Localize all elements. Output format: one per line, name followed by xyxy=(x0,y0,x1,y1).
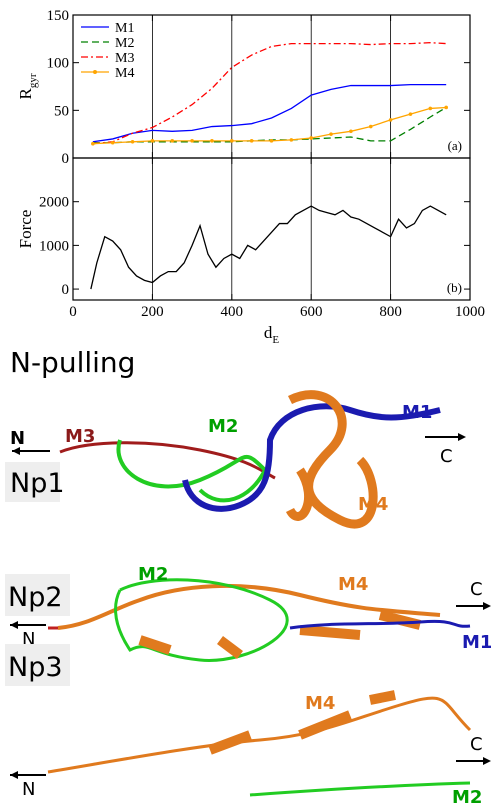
terminus-label: N xyxy=(10,428,25,449)
module-label: M3 xyxy=(65,426,95,447)
point xyxy=(269,139,274,143)
strand xyxy=(182,403,441,512)
legend-item: M3 xyxy=(81,51,134,66)
point xyxy=(110,140,115,145)
panel-name: Np1 xyxy=(10,468,65,499)
y-tick-label: 0 xyxy=(62,282,70,298)
legend-item: M1 xyxy=(81,21,134,36)
x-axis-label: dE xyxy=(264,323,280,346)
panel-label: (b) xyxy=(447,280,462,295)
y-tick-label: 100 xyxy=(47,56,70,72)
legend-label: M1 xyxy=(115,21,134,36)
series-line xyxy=(92,106,447,145)
strand xyxy=(59,441,276,480)
arrowhead xyxy=(483,602,491,610)
panel-label: (a) xyxy=(448,138,462,153)
terminus-label: C xyxy=(440,446,453,467)
legend-marker xyxy=(93,70,97,74)
structure-np1: Np1 N M3 M2 M1 M4 C xyxy=(5,390,466,529)
label-bg xyxy=(5,462,60,502)
strand xyxy=(285,390,378,529)
x-tick-label: 0 xyxy=(69,304,77,320)
module-label: M1 xyxy=(462,632,491,653)
x-axis-label-sub: E xyxy=(272,334,279,346)
series-line xyxy=(90,205,447,290)
point xyxy=(150,139,155,143)
module-label: M2 xyxy=(208,416,238,437)
arrowhead xyxy=(483,757,491,765)
point xyxy=(91,141,95,146)
point xyxy=(130,139,135,144)
point xyxy=(309,136,314,140)
arrowhead xyxy=(12,447,20,455)
y-axis-label: Force xyxy=(16,210,35,249)
point xyxy=(329,132,333,136)
x-axis-label-main: d xyxy=(264,323,273,342)
x-tick-label: 600 xyxy=(300,304,323,320)
module-label: M4 xyxy=(358,494,388,515)
legend-item: M2 xyxy=(81,36,134,51)
point xyxy=(289,138,294,142)
terminus-label: N xyxy=(22,779,35,800)
y-axis-label: Rgyr xyxy=(16,73,39,99)
point xyxy=(444,105,448,110)
x-tick-label: 1000 xyxy=(455,304,485,320)
module-label: M1 xyxy=(402,402,432,423)
y-tick-label: 150 xyxy=(47,8,70,24)
y-axis-label-sub: gyr xyxy=(27,73,39,88)
point xyxy=(408,112,413,116)
strand xyxy=(249,781,471,797)
strand xyxy=(114,578,289,662)
legend-item: M4 xyxy=(81,66,134,81)
x-tick-label: 400 xyxy=(221,304,244,320)
panel-name: Np3 xyxy=(8,652,63,683)
point xyxy=(388,118,393,122)
legend-label: M4 xyxy=(115,66,134,81)
series-line xyxy=(92,106,447,144)
structure-np3: Np3 N M4 M2 C xyxy=(5,644,491,803)
y-tick-label: 50 xyxy=(54,103,69,119)
module-label: M2 xyxy=(138,564,168,585)
label-bg xyxy=(5,644,70,686)
strand xyxy=(47,696,472,774)
point xyxy=(190,139,194,143)
y-axis-label-main: Force xyxy=(16,210,35,249)
point xyxy=(170,139,175,143)
terminus-label: C xyxy=(470,734,483,755)
module-label: M4 xyxy=(305,693,335,714)
arrowhead xyxy=(10,771,18,779)
strand xyxy=(289,619,471,630)
arrowhead xyxy=(458,433,466,441)
point xyxy=(230,139,234,143)
legend-label: M2 xyxy=(115,36,134,51)
panel-name: Np2 xyxy=(8,582,63,613)
strand xyxy=(116,439,268,503)
y-axis-label-main: R xyxy=(16,88,35,100)
plot-frame xyxy=(72,157,471,301)
x-tick-label: 200 xyxy=(141,304,164,320)
strand xyxy=(208,690,396,755)
point xyxy=(210,139,214,143)
arrowhead xyxy=(10,621,18,629)
point xyxy=(349,129,353,134)
module-label: M2 xyxy=(452,787,482,803)
point xyxy=(428,106,433,111)
x-tick-label: 800 xyxy=(379,304,402,320)
series-line xyxy=(92,83,447,143)
label-bg xyxy=(5,574,70,616)
legend-label: M3 xyxy=(115,51,134,66)
terminus-label: C xyxy=(470,579,483,600)
section-heading: N-pulling xyxy=(10,346,135,379)
point xyxy=(249,139,254,143)
module-label: M4 xyxy=(338,574,368,595)
y-tick-label: 0 xyxy=(62,151,70,167)
y-tick-label: 2000 xyxy=(39,195,69,211)
series-line xyxy=(92,41,447,145)
y-tick-label: 1000 xyxy=(39,238,69,254)
strand xyxy=(138,610,422,659)
point xyxy=(368,124,373,129)
structure-np2: Np2 N M2 M4 M1 C xyxy=(5,564,491,662)
